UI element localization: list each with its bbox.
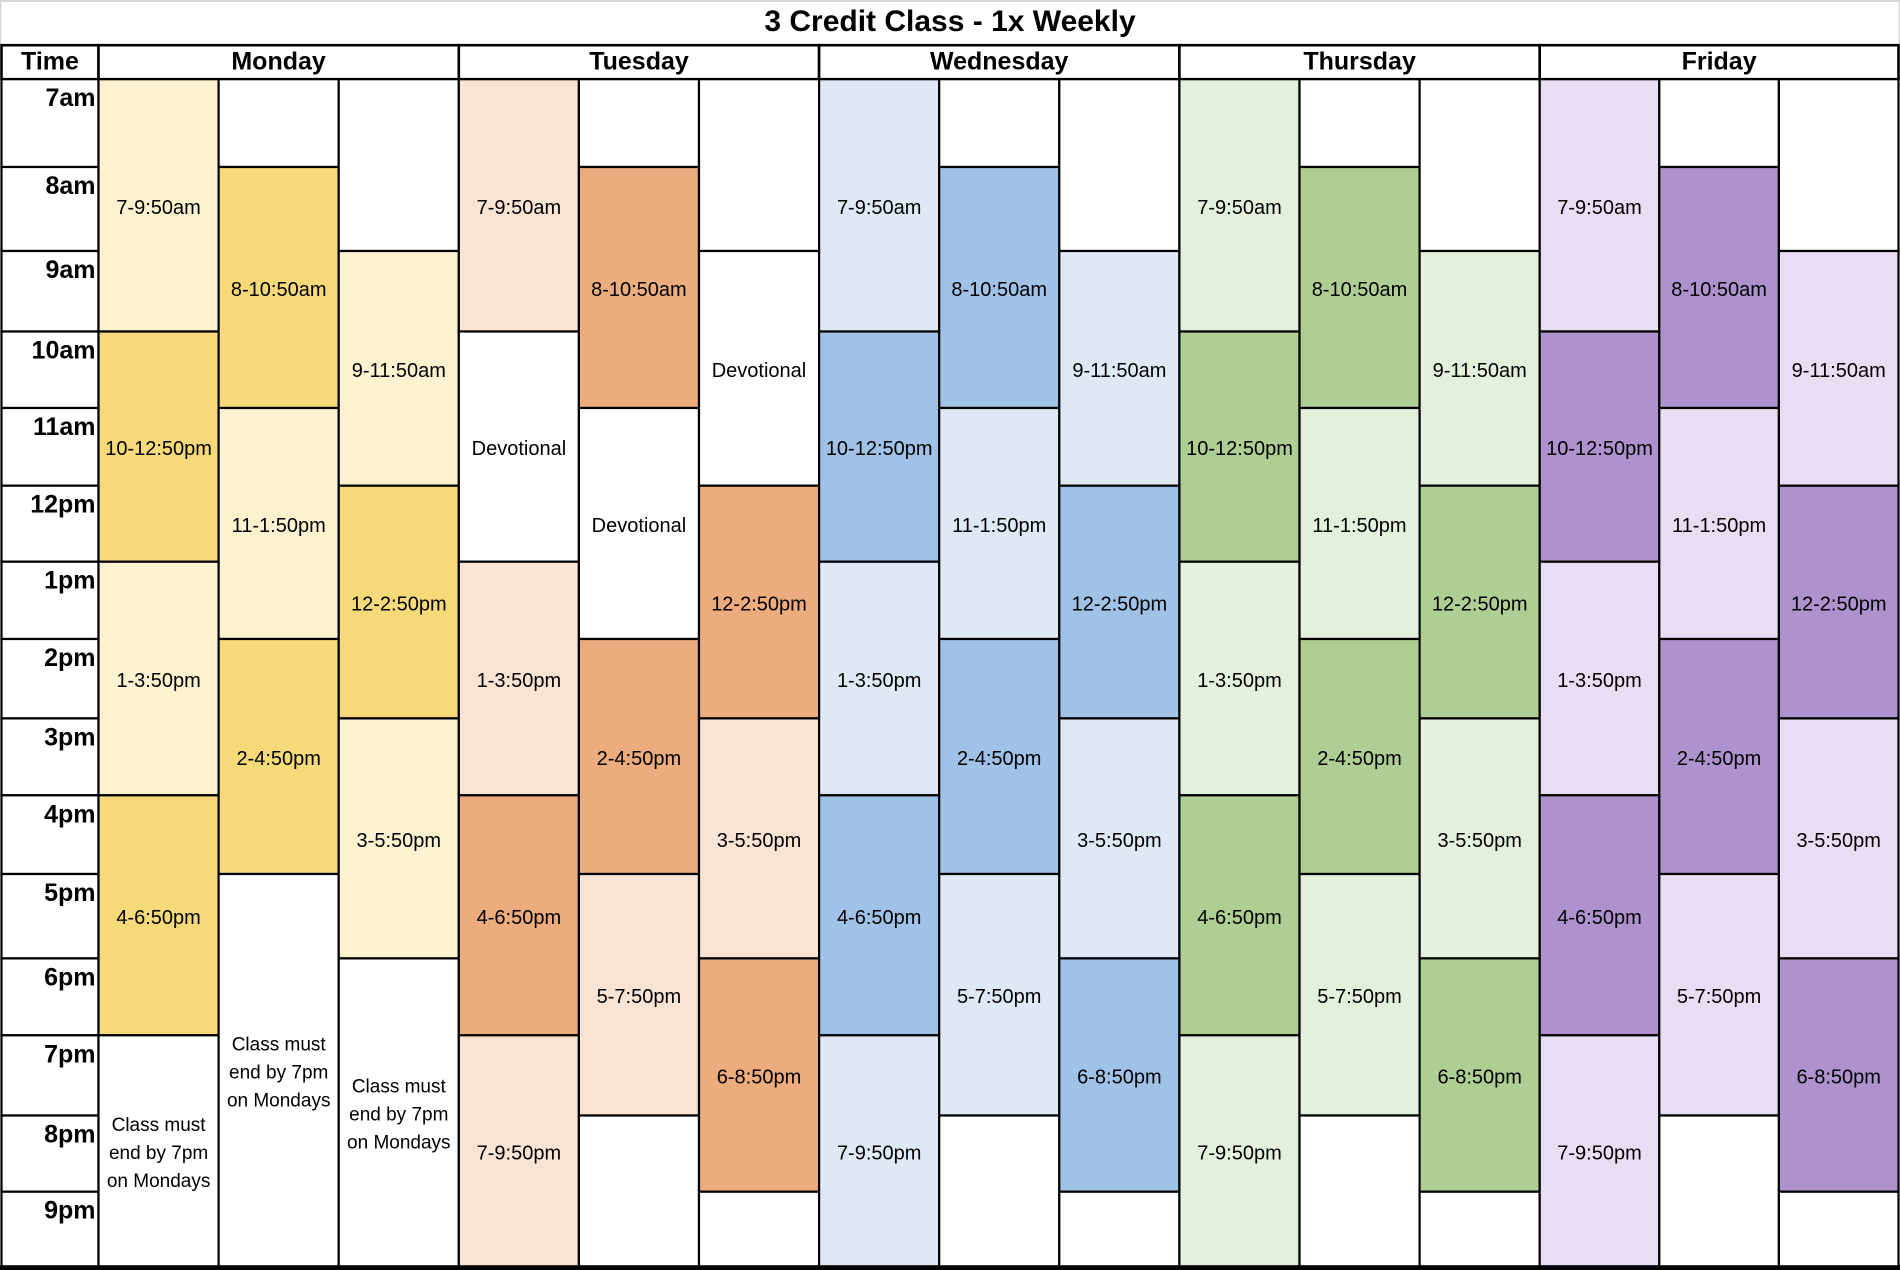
svg-text:12-2:50pm: 12-2:50pm xyxy=(1432,594,1528,616)
svg-text:on Mondays: on Mondays xyxy=(227,1091,331,1112)
svg-text:on Mondays: on Mondays xyxy=(107,1171,211,1192)
svg-text:10-12:50pm: 10-12:50pm xyxy=(1186,438,1293,460)
svg-text:9-11:50am: 9-11:50am xyxy=(352,360,446,382)
svg-text:7am: 7am xyxy=(45,84,95,112)
svg-text:9-11:50am: 9-11:50am xyxy=(1792,360,1886,382)
svg-text:8-10:50am: 8-10:50am xyxy=(1312,279,1408,301)
svg-text:8-10:50am: 8-10:50am xyxy=(951,279,1047,301)
svg-text:10-12:50pm: 10-12:50pm xyxy=(826,438,933,460)
svg-text:8-10:50am: 8-10:50am xyxy=(231,279,327,301)
svg-text:Friday: Friday xyxy=(1682,48,1757,76)
svg-text:8-10:50am: 8-10:50am xyxy=(591,279,687,301)
svg-text:3 Credit Class - 1x Weekly: 3 Credit Class - 1x Weekly xyxy=(764,5,1136,38)
svg-text:8pm: 8pm xyxy=(44,1121,95,1149)
svg-text:5-7:50pm: 5-7:50pm xyxy=(957,986,1042,1008)
svg-text:Devotional: Devotional xyxy=(472,438,567,460)
svg-text:1pm: 1pm xyxy=(44,567,95,595)
svg-text:5-7:50pm: 5-7:50pm xyxy=(1317,986,1402,1008)
svg-text:3-5:50pm: 3-5:50pm xyxy=(1796,830,1881,852)
svg-text:end by 7pm: end by 7pm xyxy=(349,1105,448,1126)
svg-text:4-6:50pm: 4-6:50pm xyxy=(1557,907,1642,929)
svg-text:Tuesday: Tuesday xyxy=(589,48,689,76)
svg-text:Wednesday: Wednesday xyxy=(930,48,1069,76)
svg-text:2-4:50pm: 2-4:50pm xyxy=(236,748,321,770)
svg-text:on Mondays: on Mondays xyxy=(347,1133,451,1154)
svg-text:7-9:50am: 7-9:50am xyxy=(116,197,201,219)
svg-text:Class must: Class must xyxy=(112,1115,207,1136)
svg-text:3pm: 3pm xyxy=(44,723,95,751)
svg-text:6-8:50pm: 6-8:50pm xyxy=(1437,1067,1522,1089)
svg-text:6-8:50pm: 6-8:50pm xyxy=(1077,1067,1162,1089)
svg-text:2pm: 2pm xyxy=(44,644,95,672)
svg-text:7-9:50pm: 7-9:50pm xyxy=(477,1143,562,1165)
svg-text:10am: 10am xyxy=(32,337,96,365)
svg-text:7-9:50pm: 7-9:50pm xyxy=(837,1143,922,1165)
svg-text:12pm: 12pm xyxy=(30,491,95,519)
svg-text:9pm: 9pm xyxy=(44,1197,95,1225)
svg-text:5-7:50pm: 5-7:50pm xyxy=(1677,986,1762,1008)
svg-text:Monday: Monday xyxy=(231,48,326,76)
svg-text:3-5:50pm: 3-5:50pm xyxy=(1077,830,1162,852)
svg-text:6-8:50pm: 6-8:50pm xyxy=(717,1067,802,1089)
svg-text:Time: Time xyxy=(21,48,79,76)
svg-text:3-5:50pm: 3-5:50pm xyxy=(717,830,802,852)
svg-text:1-3:50pm: 1-3:50pm xyxy=(116,670,201,692)
svg-text:end by 7pm: end by 7pm xyxy=(109,1143,208,1164)
svg-text:9-11:50am: 9-11:50am xyxy=(1072,360,1166,382)
svg-text:1-3:50pm: 1-3:50pm xyxy=(1557,670,1642,692)
svg-text:1-3:50pm: 1-3:50pm xyxy=(1197,670,1282,692)
svg-text:9-11:50am: 9-11:50am xyxy=(1433,360,1527,382)
svg-text:7pm: 7pm xyxy=(44,1040,95,1068)
svg-text:2-4:50pm: 2-4:50pm xyxy=(957,748,1042,770)
svg-text:4pm: 4pm xyxy=(44,800,95,828)
svg-text:11-1:50pm: 11-1:50pm xyxy=(1672,515,1766,537)
svg-text:2-4:50pm: 2-4:50pm xyxy=(597,748,682,770)
svg-text:11-1:50pm: 11-1:50pm xyxy=(952,515,1046,537)
svg-text:8am: 8am xyxy=(45,172,95,200)
svg-text:12-2:50pm: 12-2:50pm xyxy=(1791,594,1887,616)
svg-text:2-4:50pm: 2-4:50pm xyxy=(1317,748,1402,770)
svg-text:7-9:50pm: 7-9:50pm xyxy=(1557,1143,1642,1165)
svg-text:4-6:50pm: 4-6:50pm xyxy=(1197,907,1282,929)
svg-text:2-4:50pm: 2-4:50pm xyxy=(1677,748,1762,770)
svg-text:11am: 11am xyxy=(33,413,96,441)
svg-text:5-7:50pm: 5-7:50pm xyxy=(597,986,682,1008)
svg-text:10-12:50pm: 10-12:50pm xyxy=(105,438,212,460)
svg-text:12-2:50pm: 12-2:50pm xyxy=(351,594,447,616)
svg-text:9am: 9am xyxy=(45,256,95,284)
svg-text:12-2:50pm: 12-2:50pm xyxy=(711,594,807,616)
svg-text:1-3:50pm: 1-3:50pm xyxy=(477,670,562,692)
svg-text:4-6:50pm: 4-6:50pm xyxy=(477,907,562,929)
svg-text:Class must: Class must xyxy=(352,1077,447,1098)
svg-text:5pm: 5pm xyxy=(44,879,95,907)
svg-text:7-9:50am: 7-9:50am xyxy=(1557,197,1642,219)
svg-text:11-1:50pm: 11-1:50pm xyxy=(1312,515,1406,537)
svg-text:7-9:50pm: 7-9:50pm xyxy=(1197,1143,1282,1165)
svg-text:7-9:50am: 7-9:50am xyxy=(477,197,562,219)
svg-text:6-8:50pm: 6-8:50pm xyxy=(1796,1067,1881,1089)
svg-text:3-5:50pm: 3-5:50pm xyxy=(1437,830,1522,852)
svg-text:7-9:50am: 7-9:50am xyxy=(837,197,922,219)
svg-text:3-5:50pm: 3-5:50pm xyxy=(357,830,442,852)
svg-text:Devotional: Devotional xyxy=(592,515,687,537)
svg-text:8-10:50am: 8-10:50am xyxy=(1671,279,1767,301)
svg-text:12-2:50pm: 12-2:50pm xyxy=(1072,594,1168,616)
svg-text:1-3:50pm: 1-3:50pm xyxy=(837,670,922,692)
svg-text:7-9:50am: 7-9:50am xyxy=(1197,197,1282,219)
svg-text:4-6:50pm: 4-6:50pm xyxy=(116,907,201,929)
svg-text:Thursday: Thursday xyxy=(1303,48,1416,76)
svg-text:4-6:50pm: 4-6:50pm xyxy=(837,907,922,929)
svg-text:10-12:50pm: 10-12:50pm xyxy=(1546,438,1653,460)
svg-text:Devotional: Devotional xyxy=(712,360,807,382)
svg-text:Class must: Class must xyxy=(232,1035,327,1056)
svg-text:end by 7pm: end by 7pm xyxy=(229,1063,328,1084)
svg-text:11-1:50pm: 11-1:50pm xyxy=(232,515,326,537)
svg-text:6pm: 6pm xyxy=(44,963,95,991)
